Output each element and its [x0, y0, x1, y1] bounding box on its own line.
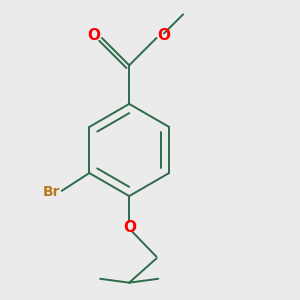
Text: O: O [87, 28, 100, 43]
Text: O: O [124, 220, 136, 235]
Text: O: O [158, 28, 170, 43]
Text: Br: Br [43, 185, 60, 200]
